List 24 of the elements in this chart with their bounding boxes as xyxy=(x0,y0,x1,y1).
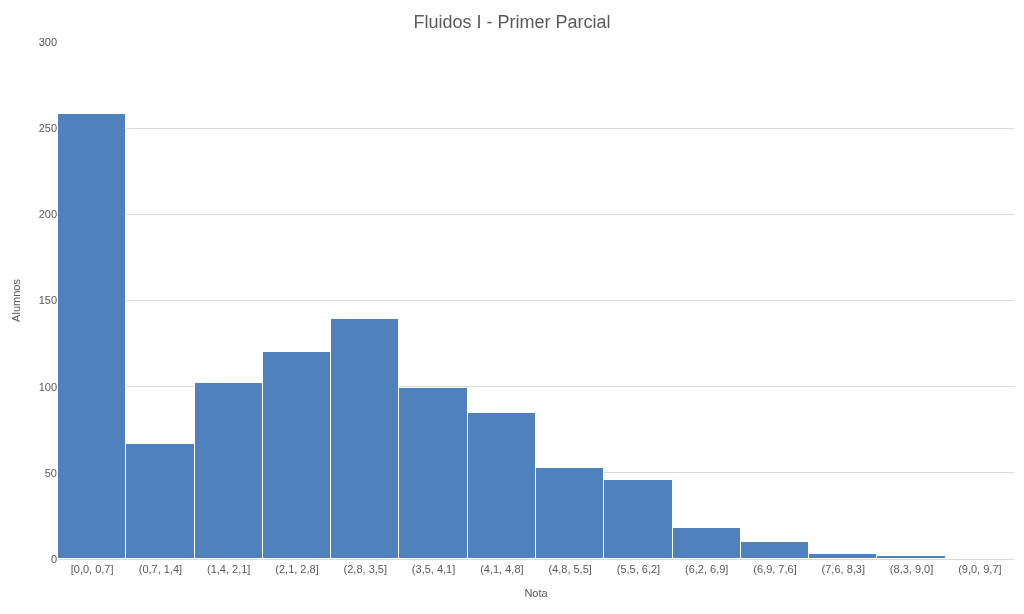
y-axis-title: Alumnos xyxy=(10,278,23,322)
x-tick-label: (4,1, 4,8] xyxy=(480,563,524,576)
y-tick-label: 150 xyxy=(38,294,57,307)
y-tick-label: 300 xyxy=(38,35,57,48)
x-tick-label: (1,4, 2,1] xyxy=(207,563,251,576)
x-tick-label: (5,5, 6,2] xyxy=(616,563,661,576)
x-tick-label: (3,5, 4,1] xyxy=(411,563,456,576)
x-tick-label: (6,9, 7,6] xyxy=(753,563,797,576)
y-tick-label: 50 xyxy=(44,466,57,479)
x-tick-label: [0,0, 0,7] xyxy=(70,563,114,576)
x-tick-label: (2,1, 2,8] xyxy=(275,563,319,576)
x-axis-title: Nota xyxy=(524,587,549,600)
x-tick-label: (7,6, 8,3] xyxy=(821,563,865,576)
y-tick-label: 100 xyxy=(38,380,57,393)
x-tick-label: (8,3, 9,0] xyxy=(889,563,934,576)
y-tick-label: 250 xyxy=(38,122,57,135)
chart-title: Fluidos I - Primer Parcial xyxy=(413,11,611,32)
x-tick-label: (2,8, 3,5] xyxy=(343,563,387,576)
y-tick-label: 200 xyxy=(38,208,57,221)
y-tick-label: 0 xyxy=(50,552,57,565)
x-tick-label: (9,0, 9,7] xyxy=(958,563,1002,576)
x-tick-label: (0,7, 1,4] xyxy=(138,563,183,576)
x-tick-label: (6,2, 6,9] xyxy=(685,563,729,576)
x-tick-label: (4,8, 5,5] xyxy=(548,563,592,576)
